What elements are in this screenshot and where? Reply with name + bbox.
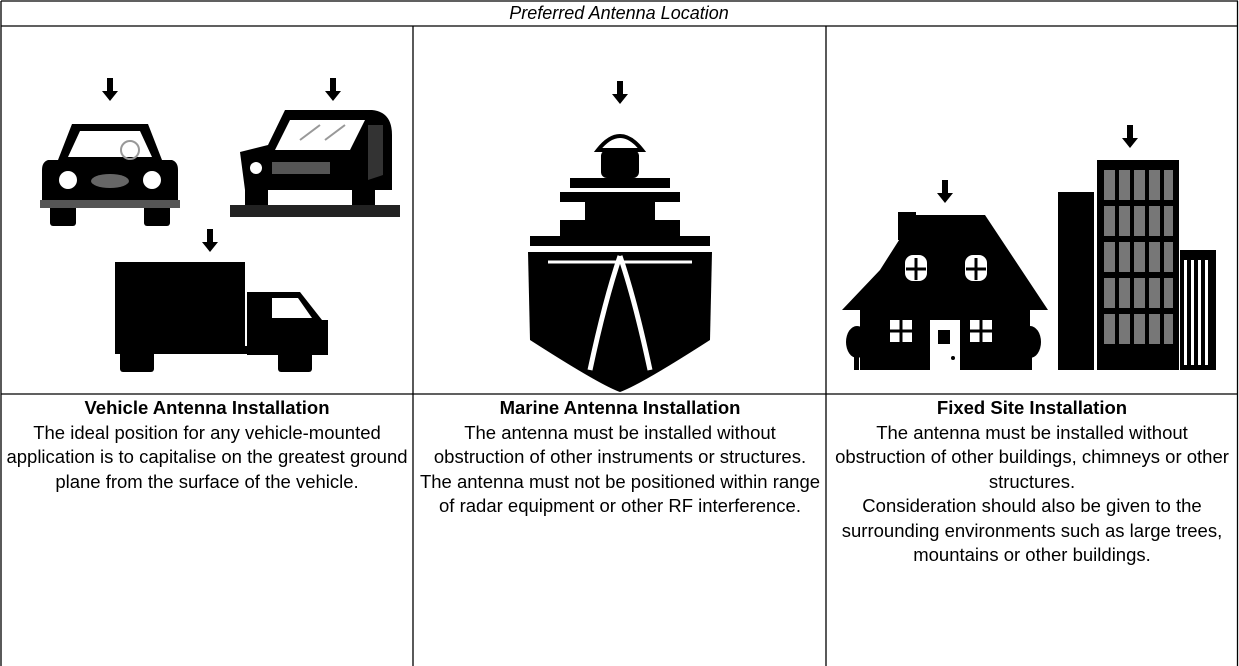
cell-title: Fixed Site Installation (936, 397, 1128, 418)
fixed-site-cell: Fixed Site Installation The antenna must… (830, 396, 1234, 568)
cell-text: Consideration should also be given to th… (841, 495, 1223, 565)
cell-text: The antenna must not be positioned withi… (419, 470, 821, 517)
cell-title: Marine Antenna Installation (499, 397, 741, 418)
cell-title: Vehicle Antenna Installation (84, 397, 330, 418)
cell-text: The antenna must be installed without ob… (433, 421, 807, 468)
vehicle-icons (40, 78, 400, 372)
cell-text: The antenna must be installed without ob… (835, 421, 1229, 492)
marine-cell: Marine Antenna Installation The antenna … (418, 396, 822, 519)
table-header: Preferred Antenna Location (509, 3, 729, 23)
vehicle-cell: Vehicle Antenna Installation The ideal p… (5, 396, 409, 494)
ship-icon (528, 81, 712, 392)
fixed-site-icons (842, 125, 1216, 370)
cell-text: The ideal position for any vehicle-mount… (6, 421, 408, 492)
